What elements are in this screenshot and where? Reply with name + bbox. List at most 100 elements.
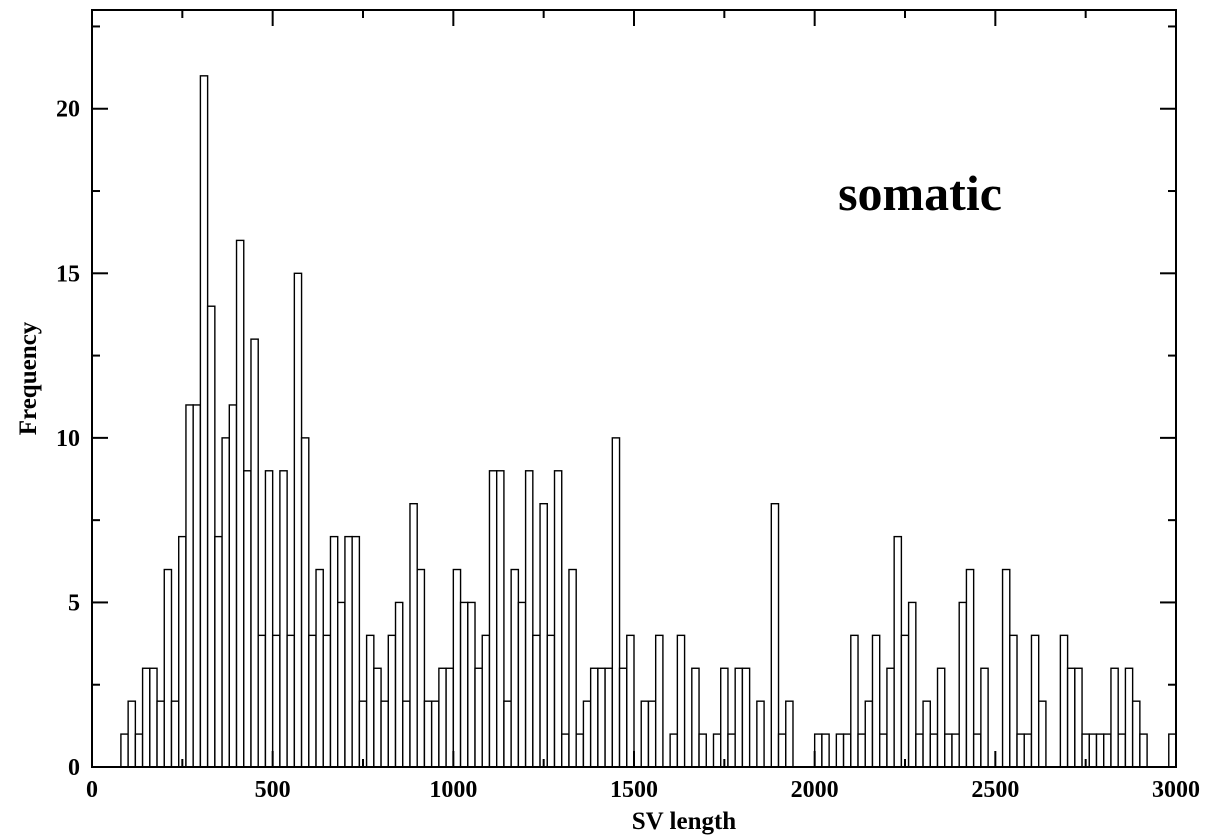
histogram-bar: [315, 568, 324, 768]
histogram-bar: [871, 634, 881, 768]
histogram-bar: [734, 667, 744, 768]
histogram-bar: [387, 634, 397, 768]
histogram-bar: [199, 75, 209, 768]
histogram-bar: [524, 470, 534, 768]
histogram-bar: [951, 733, 960, 768]
histogram-bar: [770, 502, 780, 768]
histogram-bar: [459, 601, 469, 768]
histogram-bar: [409, 502, 418, 768]
histogram-bar: [264, 470, 274, 768]
y-tick-labels: 0 5 10 15 20: [56, 97, 80, 781]
histogram-bar: [1131, 700, 1141, 768]
histogram-bar: [842, 733, 852, 768]
histogram-bar: [243, 470, 252, 768]
histogram-bar: [1030, 634, 1040, 768]
histogram-bar: [1074, 667, 1083, 768]
histogram-bar: [365, 634, 375, 768]
histogram-bar: [907, 601, 917, 768]
series-annotation: somatic: [838, 165, 1002, 221]
histogram-bar: [879, 733, 888, 768]
plot-frame: [91, 9, 1177, 768]
histogram-bar: [1124, 667, 1134, 768]
histogram-bar: [850, 634, 859, 768]
histogram-bar: [402, 700, 411, 768]
histogram-bar: [1066, 667, 1076, 768]
histogram-bar: [611, 437, 621, 768]
histogram-bar: [640, 700, 650, 768]
histogram-bar: [1016, 733, 1025, 768]
y-tick-label: 0: [68, 755, 80, 781]
histogram-bar: [582, 700, 592, 768]
histogram-bar: [618, 667, 628, 768]
histogram-bar: [380, 700, 389, 768]
histogram-bar: [915, 733, 924, 768]
histogram-bar: [322, 634, 332, 768]
histogram-bar: [337, 601, 346, 768]
histogram-bar: [495, 470, 505, 768]
histogram-bar: [712, 733, 722, 768]
histogram-bar: [120, 733, 129, 768]
x-tick-labels: 0 500 1000 1500 2000 2500 3000: [86, 777, 1200, 803]
histogram-bar: [698, 733, 707, 768]
histogram-bar: [156, 700, 165, 768]
histogram-bar: [821, 733, 830, 768]
histogram-bar: [900, 634, 910, 768]
histogram-bar: [127, 700, 137, 768]
x-axis-title: SV length: [632, 808, 737, 835]
histogram-bar: [474, 667, 483, 768]
histogram-bar: [1110, 667, 1119, 768]
y-tick-label: 20: [56, 97, 80, 123]
y-tick-label: 15: [56, 261, 80, 287]
histogram-bar: [669, 733, 679, 768]
histogram-bar: [351, 535, 361, 768]
histogram-bar: [185, 404, 194, 768]
histogram-bar: [546, 634, 556, 768]
histogram-bar: [886, 667, 895, 768]
y-axis-title: Frequency: [15, 321, 42, 435]
histogram-bar: [178, 535, 187, 768]
y-tick-label: 10: [56, 426, 80, 452]
histogram-bar: [308, 634, 317, 768]
y-tick-label: 5: [68, 590, 80, 616]
histogram-bar: [293, 272, 303, 768]
histogram-bar: [777, 733, 787, 768]
histogram-bar: [300, 437, 310, 768]
histogram-bar: [532, 634, 541, 768]
x-tick-label: 500: [255, 777, 291, 803]
histogram-bar: [250, 338, 259, 768]
histogram-bar: [561, 733, 570, 768]
histogram-bar: [647, 700, 657, 768]
x-tick-label: 3000: [1152, 777, 1200, 803]
histogram-bar: [1139, 733, 1148, 768]
x-tick-label: 2500: [971, 777, 1019, 803]
x-tick-label: 0: [86, 777, 98, 803]
histogram-bar: [597, 667, 606, 768]
histogram-bar: [980, 667, 989, 768]
histogram-bar: [922, 700, 931, 768]
histogram-bar: [835, 733, 845, 768]
histogram-bar: [936, 667, 946, 768]
histogram-bar: [329, 535, 339, 768]
histogram-bar: [972, 733, 982, 768]
histogram-bar: [589, 667, 599, 768]
histogram-bar: [481, 634, 491, 768]
histogram-bar: [1168, 733, 1177, 768]
histogram-bar: [604, 667, 614, 768]
histogram-bar: [676, 634, 686, 768]
histogram-bar: [539, 502, 548, 768]
histogram-bar: [741, 667, 751, 768]
histogram-bar: [626, 634, 635, 768]
histogram-bar: [286, 634, 296, 768]
x-tick-label: 1000: [429, 777, 477, 803]
histogram-bar: [720, 667, 729, 768]
histogram-bar: [575, 733, 585, 768]
histogram-bar: [257, 634, 267, 768]
histogram-bar: [445, 667, 455, 768]
histogram-bar: [691, 667, 700, 768]
histogram-bar: [149, 667, 158, 768]
histogram-bar: [785, 700, 794, 768]
histogram-bar: [206, 305, 216, 768]
histogram-bar: [958, 601, 968, 768]
histogram-bar: [488, 470, 498, 768]
histogram-bar: [756, 700, 765, 768]
